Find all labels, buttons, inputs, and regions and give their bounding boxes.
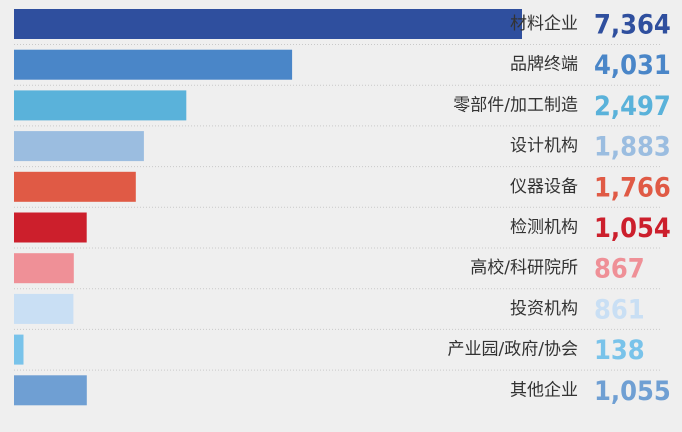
bar: [14, 293, 74, 324]
bar: [14, 9, 522, 39]
bar: [14, 212, 87, 243]
category-label: 投资机构: [510, 299, 578, 319]
bar: [14, 49, 293, 80]
value-label: 7,364: [594, 10, 671, 41]
bar: [14, 253, 74, 284]
bar: [14, 375, 87, 406]
chart-row: 材料企业 7,364: [14, 9, 671, 45]
chart-rows: 材料企业 7,364 品牌终端 4,031 零部件/加工制造 2,497 设计机构 1,883…: [14, 9, 671, 407]
chart-row: 产业园/政府/协会 138: [14, 334, 660, 371]
bar: [14, 90, 187, 121]
value-label: 1,055: [594, 376, 671, 407]
chart-row: 零部件/加工制造 2,497: [14, 90, 671, 127]
chart-row: 其他企业 1,055: [14, 375, 671, 407]
category-label: 产业园/政府/协会: [448, 340, 578, 360]
chart-row: 投资机构 861: [14, 293, 660, 330]
bar: [14, 131, 144, 162]
category-label: 品牌终端: [510, 55, 578, 75]
value-label: 2,497: [594, 91, 671, 122]
chart-row: 检测机构 1,054: [14, 212, 671, 249]
category-label: 高校/科研院所: [470, 258, 578, 278]
category-label: 材料企业: [510, 14, 578, 34]
value-label: 1,766: [594, 172, 671, 203]
chart-row: 设计机构 1,883: [14, 131, 671, 168]
category-label: 检测机构: [510, 218, 578, 238]
value-label: 138: [594, 335, 645, 366]
bar: [14, 171, 136, 202]
bar: [14, 334, 24, 365]
value-label: 867: [594, 254, 645, 285]
category-label: 设计机构: [510, 136, 578, 156]
chart-row: 高校/科研院所 867: [14, 253, 660, 290]
chart-row: 品牌终端 4,031: [14, 49, 671, 86]
chart-row: 仪器设备 1,766: [14, 171, 671, 208]
value-label: 861: [594, 294, 645, 325]
value-label: 1,054: [594, 213, 671, 244]
value-label: 1,883: [594, 132, 671, 163]
category-label: 其他企业: [510, 380, 578, 400]
category-label: 仪器设备: [510, 177, 578, 197]
value-label: 4,031: [594, 50, 671, 81]
category-label: 零部件/加工制造: [453, 95, 578, 115]
